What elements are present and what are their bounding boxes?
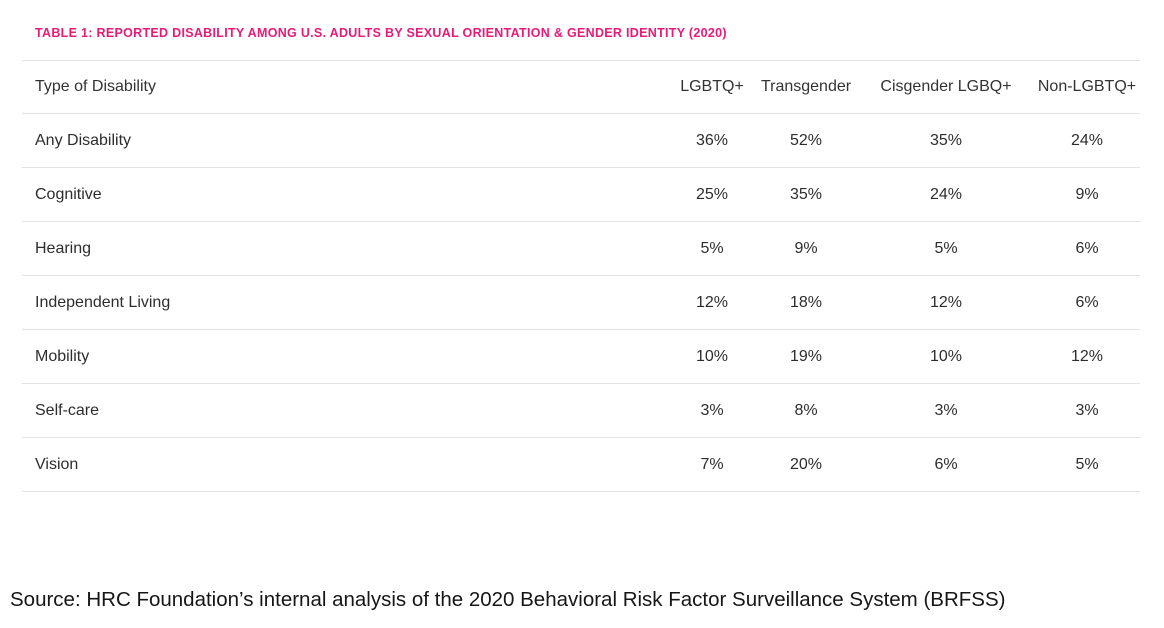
value-cell: 5% <box>1034 437 1140 492</box>
value-cell: 6% <box>1034 275 1140 330</box>
column-header: Cisgender LGBQ+ <box>858 60 1034 114</box>
table-row: Independent Living 12% 18% 12% 6% <box>22 275 1140 330</box>
value-cell: 6% <box>858 437 1034 492</box>
value-cell: 3% <box>670 383 754 438</box>
table-row: Vision 7% 20% 6% 5% <box>22 437 1140 492</box>
source-note: Source: HRC Foundation’s internal analys… <box>10 588 1006 611</box>
row-label: Independent Living <box>22 275 670 330</box>
value-cell: 5% <box>670 221 754 276</box>
value-cell: 12% <box>670 275 754 330</box>
table-header-row: Type of Disability LGBTQ+ Transgender Cisg… <box>22 60 1140 114</box>
row-label: Hearing <box>22 221 670 276</box>
value-cell: 35% <box>858 113 1034 168</box>
row-label: Any Disability <box>22 113 670 168</box>
table-row: Any Disability 36% 52% 35% 24% <box>22 113 1140 168</box>
table-title: TABLE 1: REPORTED DISABILITY AMONG U.S. … <box>35 26 727 40</box>
row-label: Mobility <box>22 329 670 384</box>
table-row: Cognitive 25% 35% 24% 9% <box>22 167 1140 222</box>
value-cell: 12% <box>858 275 1034 330</box>
value-cell: 36% <box>670 113 754 168</box>
value-cell: 52% <box>754 113 858 168</box>
value-cell: 7% <box>670 437 754 492</box>
value-cell: 25% <box>670 167 754 222</box>
value-cell: 24% <box>1034 113 1140 168</box>
value-cell: 3% <box>858 383 1034 438</box>
value-cell: 20% <box>754 437 858 492</box>
value-cell: 35% <box>754 167 858 222</box>
value-cell: 9% <box>1034 167 1140 222</box>
row-label: Self-care <box>22 383 670 438</box>
value-cell: 10% <box>858 329 1034 384</box>
value-cell: 6% <box>1034 221 1140 276</box>
table-row: Mobility 10% 19% 10% 12% <box>22 329 1140 384</box>
row-label: Vision <box>22 437 670 492</box>
value-cell: 5% <box>858 221 1034 276</box>
row-label: Cognitive <box>22 167 670 222</box>
value-cell: 10% <box>670 329 754 384</box>
value-cell: 19% <box>754 329 858 384</box>
value-cell: 12% <box>1034 329 1140 384</box>
disability-table: Type of Disability LGBTQ+ Transgender Cisg… <box>22 60 1140 492</box>
column-header: Non-LGBTQ+ <box>1034 60 1140 114</box>
column-header-type-of-disability: Type of Disability <box>22 60 670 114</box>
value-cell: 8% <box>754 383 858 438</box>
column-header: LGBTQ+ <box>670 60 754 114</box>
table-row: Self-care 3% 8% 3% 3% <box>22 383 1140 438</box>
table-row: Hearing 5% 9% 5% 6% <box>22 221 1140 276</box>
value-cell: 18% <box>754 275 858 330</box>
value-cell: 3% <box>1034 383 1140 438</box>
value-cell: 9% <box>754 221 858 276</box>
value-cell: 24% <box>858 167 1034 222</box>
column-header: Transgender <box>754 60 858 114</box>
